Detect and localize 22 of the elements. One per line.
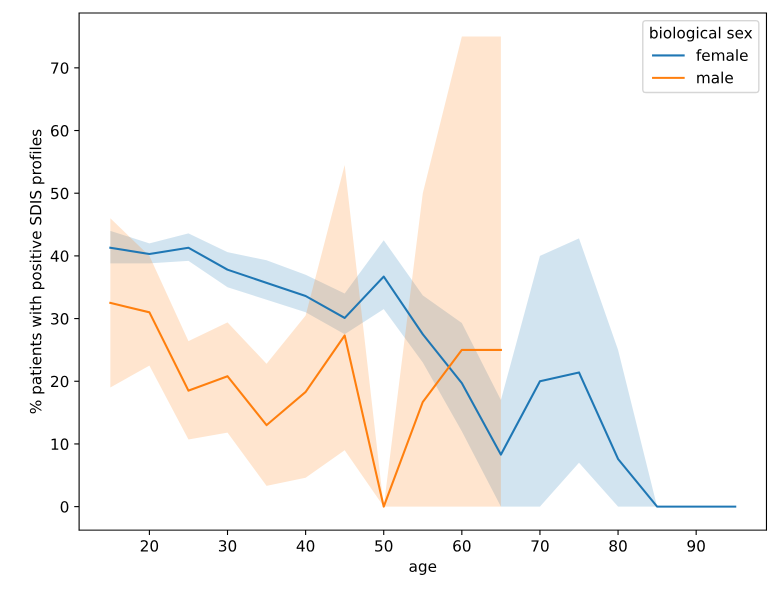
- x-tick-label: 90: [687, 540, 705, 552]
- y-tick-label: 20: [51, 376, 68, 388]
- y-tick-label: 70: [51, 62, 68, 74]
- legend-title: biological sex: [650, 26, 752, 42]
- line-series: [109, 302, 502, 508]
- x-tick-label: 80: [609, 540, 627, 552]
- legend-label: female: [696, 49, 748, 62]
- x-axis-title: age: [409, 563, 436, 575]
- y-tick-label: 60: [51, 124, 68, 137]
- legend-label: male: [697, 72, 733, 84]
- x-tick-label: 60: [453, 540, 471, 552]
- x-tick-label: 20: [140, 540, 158, 552]
- x-tick-label: 40: [296, 540, 314, 552]
- y-tick-label: 10: [52, 438, 68, 450]
- x-tick-label: 70: [531, 540, 549, 552]
- y-tick-label: 0: [60, 501, 68, 513]
- y-axis-title: % patients with positive SDIS profiles: [30, 130, 44, 414]
- y-tick-label: 40: [50, 250, 68, 262]
- x-tick-label: 30: [218, 540, 236, 552]
- y-tick-label: 30: [51, 313, 68, 325]
- y-tick-label: 50: [51, 188, 68, 200]
- x-tick-label: 50: [375, 540, 392, 552]
